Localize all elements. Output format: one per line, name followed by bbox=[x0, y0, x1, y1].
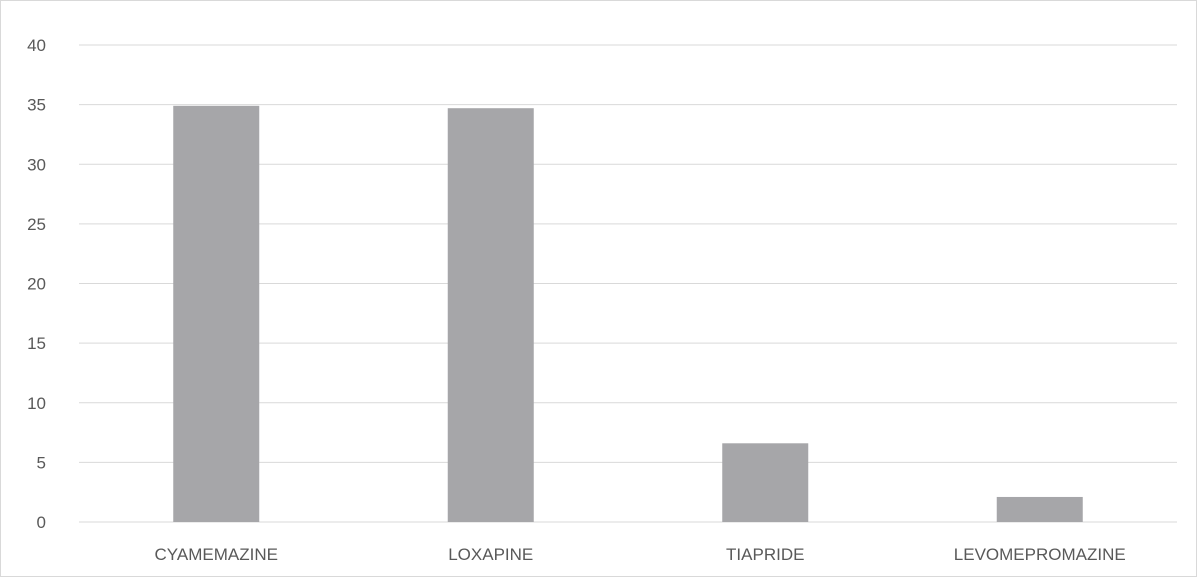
y-axis-ticks: 0 5 10 15 20 25 30 35 40 bbox=[27, 36, 46, 532]
bars bbox=[173, 105, 1083, 522]
gridlines bbox=[79, 44, 1177, 523]
x-category-label: CYAMEMAZINE bbox=[155, 545, 278, 564]
x-axis-labels: CYAMEMAZINE LOXAPINE TIAPRIDE LEVOMEPROMAZI… bbox=[155, 545, 1126, 564]
bar-tiapride bbox=[722, 443, 809, 522]
bar-loxapine bbox=[447, 108, 534, 522]
y-tick-label: 40 bbox=[27, 36, 46, 55]
y-tick-label: 30 bbox=[27, 155, 46, 174]
x-category-label: LOXAPINE bbox=[448, 545, 533, 564]
y-tick-label: 5 bbox=[37, 453, 46, 472]
x-category-label: LEVOMEPROMAZINE bbox=[954, 545, 1126, 564]
y-tick-label: 10 bbox=[27, 394, 46, 413]
y-tick-label: 35 bbox=[27, 96, 46, 115]
y-tick-label: 0 bbox=[37, 513, 46, 532]
y-tick-label: 25 bbox=[27, 215, 46, 234]
y-tick-label: 20 bbox=[27, 275, 46, 294]
x-category-label: TIAPRIDE bbox=[726, 545, 804, 564]
bar-levomepromazine bbox=[996, 496, 1083, 522]
y-tick-label: 15 bbox=[27, 334, 46, 353]
bar-cyamemazine bbox=[173, 105, 260, 522]
